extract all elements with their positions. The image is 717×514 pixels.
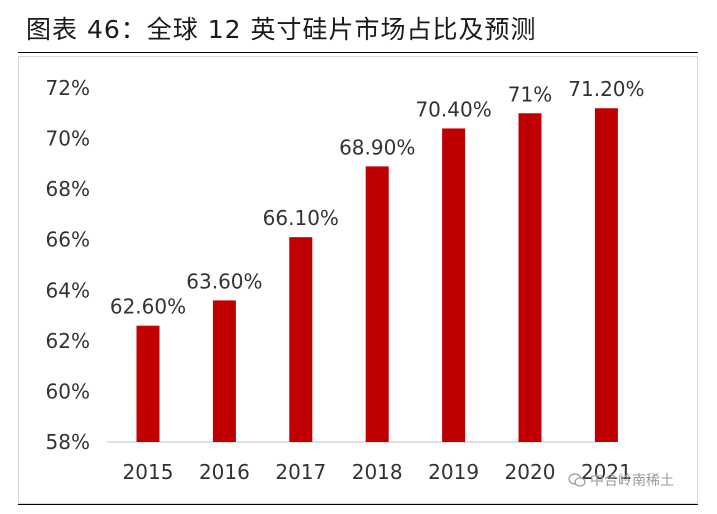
- y-tick-label: 66%: [46, 228, 90, 252]
- chart-frame: [18, 56, 698, 504]
- wechat-icon: [568, 473, 586, 487]
- x-tick-label-2016: 2016: [199, 460, 250, 484]
- bar-2015: [136, 325, 160, 442]
- bar-2020: [518, 113, 542, 443]
- watermark-text: 中合岭南稀土: [590, 473, 674, 489]
- data-label-2021: 71.20%: [568, 77, 644, 101]
- x-tick-label-2018: 2018: [352, 460, 403, 484]
- y-tick-label: 58%: [46, 430, 90, 454]
- bar-2017: [289, 237, 313, 442]
- y-tick-label: 62%: [46, 329, 90, 353]
- y-tick-label: 70%: [46, 127, 90, 151]
- x-tick-label-2021: 2021: [581, 460, 632, 484]
- data-label-2018: 68.90%: [339, 135, 415, 159]
- data-label-2015: 62.60%: [110, 295, 186, 319]
- y-tick-label: 64%: [46, 278, 90, 302]
- bar-2018: [365, 166, 389, 442]
- bar-2021: [594, 108, 618, 442]
- title-divider: [18, 52, 698, 53]
- bar-2019: [442, 128, 466, 442]
- y-tick-label: 60%: [46, 379, 90, 403]
- x-tick-label-2019: 2019: [428, 460, 479, 484]
- y-tick-label: 72%: [46, 76, 90, 100]
- x-tick-label-2020: 2020: [505, 460, 556, 484]
- bar-2016: [212, 300, 236, 442]
- data-label-2017: 66.10%: [263, 206, 339, 230]
- data-label-2019: 70.40%: [415, 97, 491, 121]
- x-tick-label-2017: 2017: [275, 460, 326, 484]
- watermark: 中合岭南稀土: [568, 470, 674, 490]
- data-label-2020: 71%: [508, 82, 552, 106]
- x-tick-label-2015: 2015: [123, 460, 174, 484]
- y-tick-label: 68%: [46, 177, 90, 201]
- bottom-divider: [18, 504, 698, 505]
- chart-title: 图表 46：全球 12 英寸硅片市场占比及预测: [26, 15, 537, 44]
- data-label-2016: 63.60%: [186, 269, 262, 293]
